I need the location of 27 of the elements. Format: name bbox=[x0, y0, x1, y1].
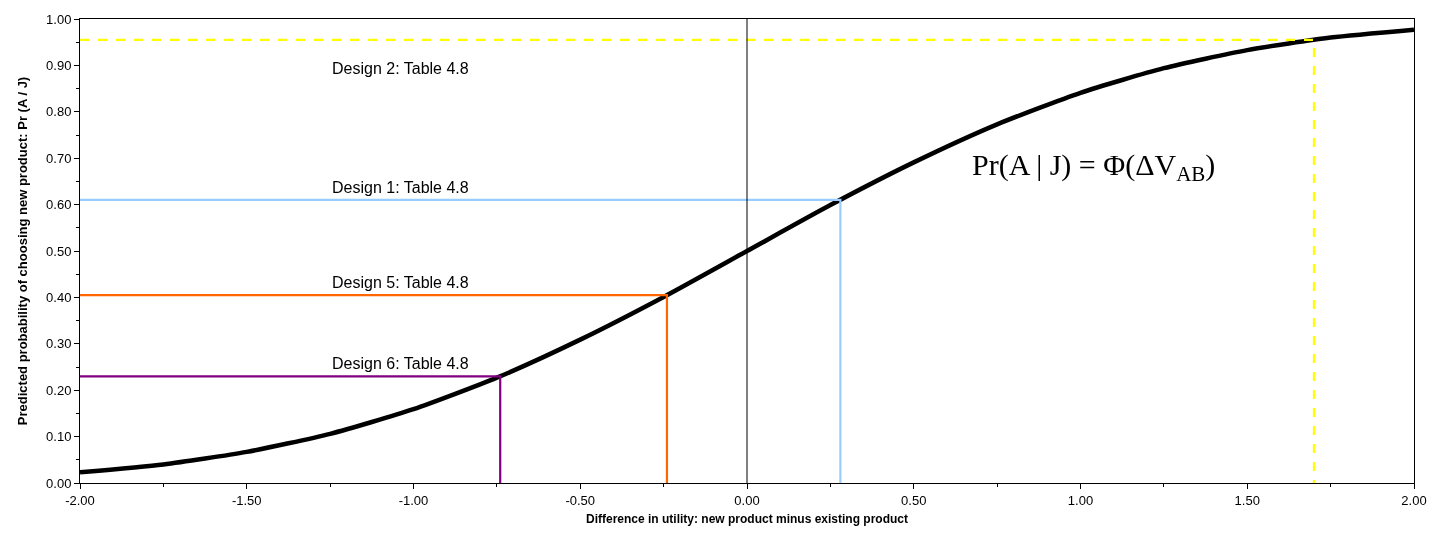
y-tick-label: 1.00 bbox=[46, 11, 72, 27]
x-tick-label: -1.00 bbox=[398, 492, 429, 508]
x-tick-label: 0.50 bbox=[901, 492, 927, 508]
y-tick-label: 0.20 bbox=[46, 382, 72, 398]
y-tick-label: 0.80 bbox=[46, 104, 72, 120]
x-tick-label: -1.50 bbox=[231, 492, 262, 508]
x-tick-label: 2.00 bbox=[1401, 492, 1427, 508]
x-tick-label: 1.00 bbox=[1067, 492, 1094, 508]
x-tick-label: -2.00 bbox=[65, 492, 95, 508]
y-tick-label: 0.30 bbox=[46, 336, 72, 352]
x-tick-label: 0.00 bbox=[734, 492, 760, 508]
y-tick-label: 0.10 bbox=[46, 429, 72, 445]
y-axis-title: Predicted probability of choosing new product: Pr (A / J) bbox=[15, 76, 31, 426]
x-tick-label: 1.50 bbox=[1234, 492, 1260, 508]
x-axis-title: Difference in utility: new product minus existing product bbox=[585, 512, 909, 527]
annotation: Pr(A | J) = Φ(ΔV$_{AB}$) bbox=[972, 148, 1216, 187]
y-tick-label: 0.90 bbox=[46, 57, 72, 73]
series-label: Design 5: Table 4.8 bbox=[332, 274, 469, 291]
x-tick-label: -0.50 bbox=[565, 492, 596, 508]
y-tick-label: 0.40 bbox=[46, 289, 72, 305]
series-label: Design 1: Table 4.8 bbox=[332, 179, 469, 196]
y-tick-label: 0.70 bbox=[46, 150, 72, 166]
y-tick-label: 0.60 bbox=[46, 197, 72, 213]
y-tick-label: 0.50 bbox=[46, 243, 72, 259]
y-tick-label: 0.00 bbox=[46, 475, 72, 491]
series-label: Design 2: Table 4.8 bbox=[332, 60, 469, 77]
series-label: Design 6: Table 4.8 bbox=[332, 355, 469, 372]
